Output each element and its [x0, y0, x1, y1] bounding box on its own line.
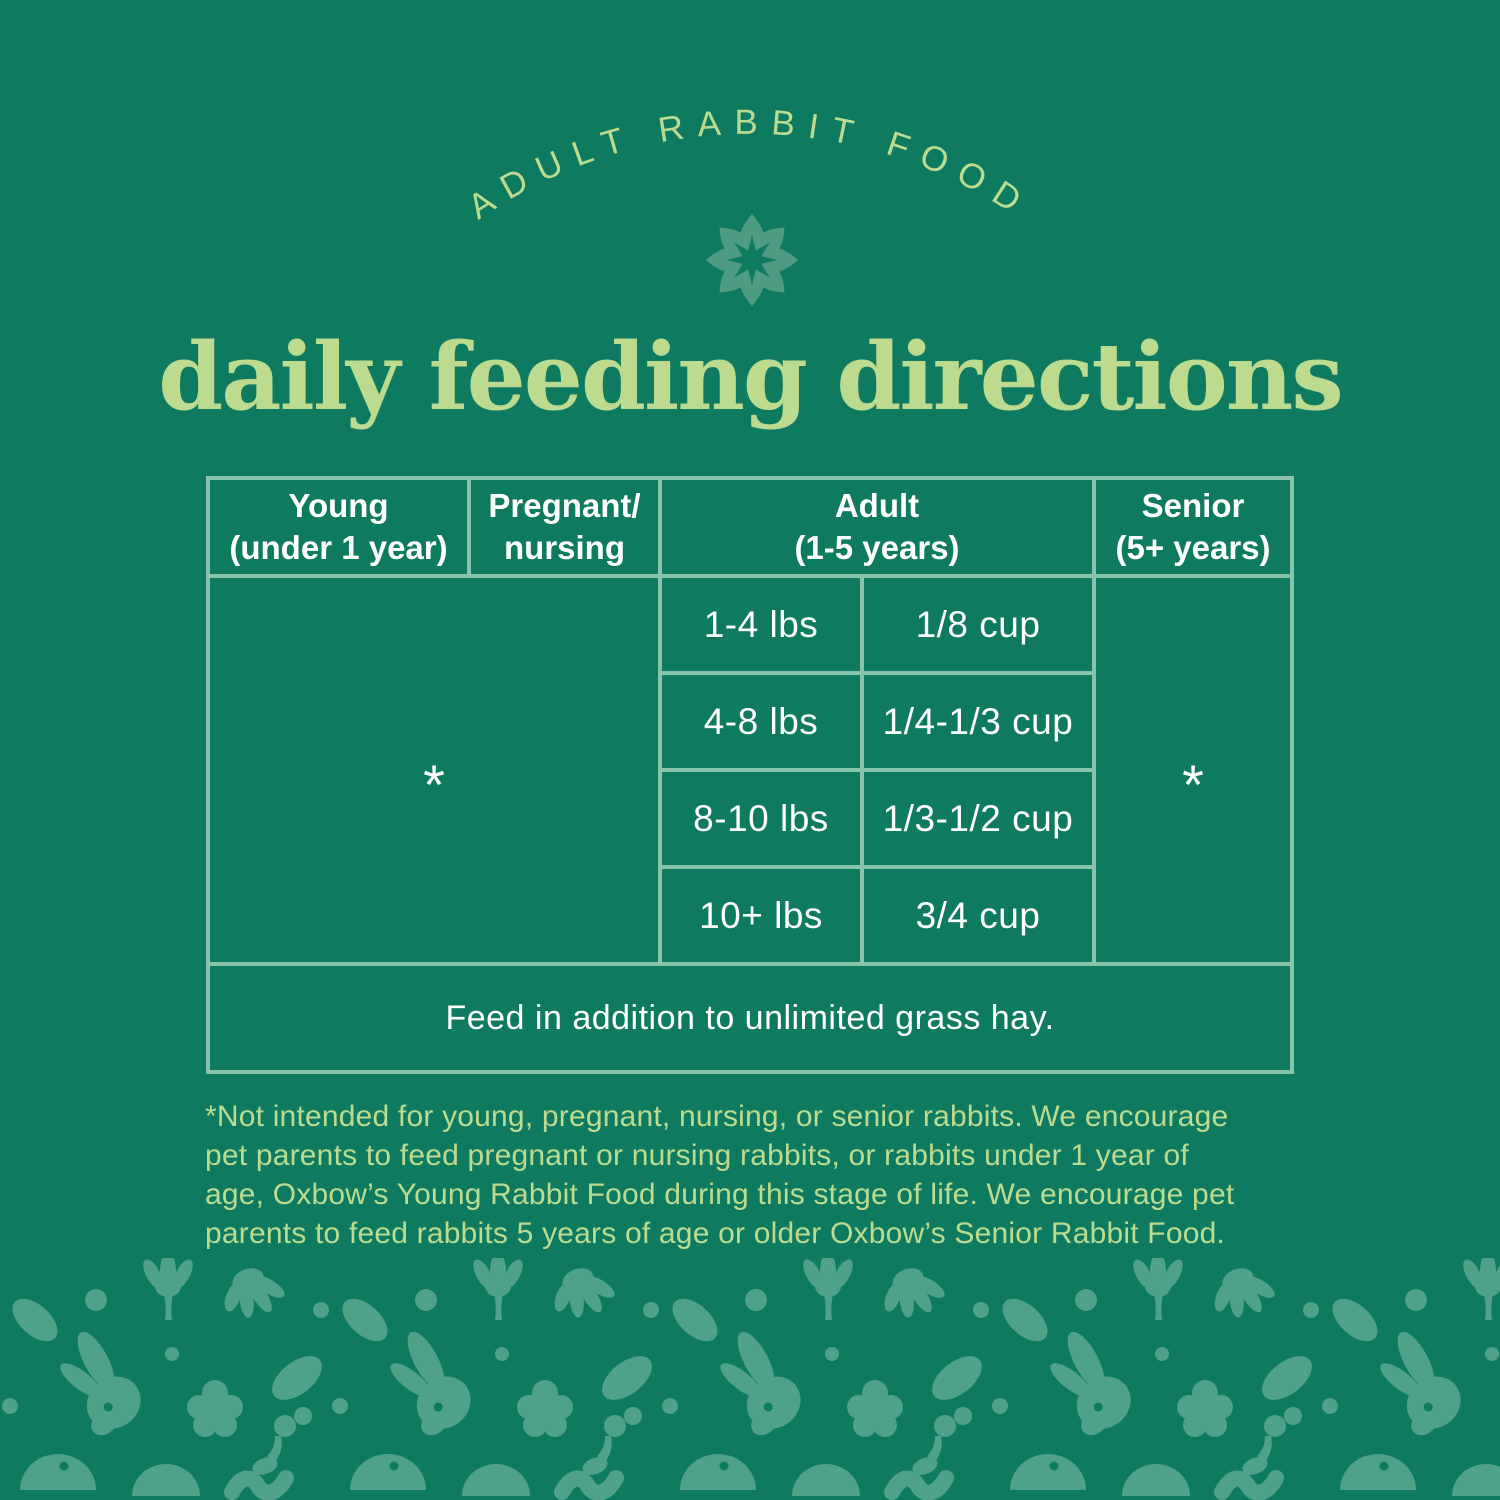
eight-petal-flower-icon — [706, 214, 798, 306]
footnote-line-2: pet parents to feed pregnant or nursing … — [205, 1139, 1189, 1172]
col-header-senior-line2: (5+ years) — [1115, 529, 1271, 566]
asterisk: * — [423, 752, 445, 816]
col-header-adult-line2: (1-5 years) — [794, 529, 960, 566]
col-header-young-line2: (under 1 year) — [229, 529, 448, 566]
footnote-line-3: age, Oxbow’s Young Rabbit Food during th… — [205, 1178, 1235, 1211]
col-header-senior-line1: Senior — [1141, 487, 1245, 524]
feeding-table: Young (under 1 year) Pregnant/ nursing A… — [206, 476, 1294, 1074]
col-header-senior: Senior (5+ years) — [1096, 480, 1290, 574]
adult-weight-row2: 4-8 lbs — [662, 675, 860, 768]
col-header-pregnant-line2: nursing — [504, 529, 625, 566]
col-header-pregnant-line1: Pregnant/ — [488, 487, 641, 524]
col-header-adult: Adult (1-5 years) — [662, 480, 1092, 574]
col-header-young: Young (under 1 year) — [210, 480, 467, 574]
col-header-pregnant: Pregnant/ nursing — [471, 480, 658, 574]
decorative-pattern-band — [0, 1258, 1500, 1500]
senior-asterisk-cell: * — [1096, 578, 1290, 962]
table-footer-note: Feed in addition to unlimited grass hay. — [210, 966, 1290, 1070]
asterisk: * — [1182, 752, 1204, 816]
adult-weight-row1: 1-4 lbs — [662, 578, 860, 671]
col-header-adult-line1: Adult — [834, 487, 920, 524]
adult-amount-row1: 1/8 cup — [864, 578, 1092, 671]
footnote-line-4: parents to feed rabbits 5 years of age o… — [205, 1217, 1226, 1250]
arc-title: ADULT RABBIT FOOD — [461, 103, 1026, 227]
adult-weight-row4: 10+ lbs — [662, 869, 860, 962]
adult-amount-row4: 3/4 cup — [864, 869, 1092, 962]
adult-amount-row2: 1/4-1/3 cup — [864, 675, 1092, 768]
young-pregnant-asterisk-cell: * — [210, 578, 658, 962]
footnote: *Not intended for young, pregnant, nursi… — [205, 1097, 1325, 1253]
col-header-young-line1: Young — [288, 487, 389, 524]
adult-weight-row3: 8-10 lbs — [662, 772, 860, 865]
footnote-line-1: *Not intended for young, pregnant, nursi… — [205, 1100, 1229, 1133]
adult-amount-row3: 1/3-1/2 cup — [864, 772, 1092, 865]
page-title: daily feeding directions — [158, 322, 1344, 431]
